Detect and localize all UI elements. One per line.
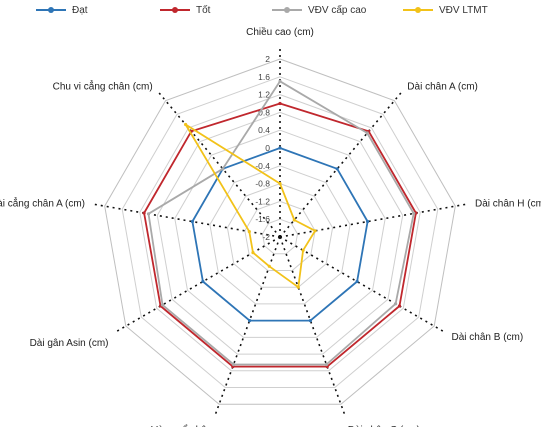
grid-ring: [244, 200, 316, 271]
tick-label: 1.2: [258, 90, 270, 100]
axis-label: Dài cẳng chân A (cm): [0, 197, 85, 210]
axis-spoke: [279, 91, 403, 238]
data-point: [278, 146, 282, 150]
data-point: [142, 211, 146, 215]
data-point: [313, 229, 317, 233]
grid-ring: [104, 58, 456, 405]
data-point: [278, 101, 282, 106]
tick-label: 1.6: [258, 72, 270, 82]
axis-label: Chiều cao (cm): [246, 26, 314, 38]
tick-label: 0: [265, 143, 270, 153]
data-point: [278, 79, 282, 83]
series-line: [184, 123, 317, 289]
data-point: [296, 285, 300, 289]
tick-label: -0.4: [255, 161, 270, 171]
radar-tick-labels: -2 -1.6 -1.2 -0.8 -0.4 0 0.4 0.8 1.2 1.6 2: [255, 54, 270, 242]
data-point: [412, 211, 416, 215]
radar-axis-labels: Chiều cao (cm) Dài chân A (cm) Dài chân H …: [0, 26, 541, 427]
data-point: [232, 362, 236, 367]
radar-series: [142, 79, 418, 369]
legend-swatch-dat: [36, 7, 66, 13]
data-point: [301, 248, 305, 252]
legend-label-tot: Tốt: [196, 4, 211, 16]
grid-ring: [174, 129, 386, 338]
data-point: [267, 264, 271, 268]
data-point: [308, 319, 312, 323]
data-point: [251, 251, 255, 255]
axis-label: Vòng cổ chân: [151, 424, 212, 427]
axis-spoke: [214, 236, 281, 415]
data-point: [247, 230, 251, 234]
legend-swatch-vdv-cap-cao: [272, 7, 302, 13]
legend-label-vdv-ltmt: VĐV LTMT: [439, 4, 488, 16]
tick-label: -1.6: [255, 214, 270, 224]
legend-swatch-tot: [160, 7, 190, 13]
legend-item-tot: Tốt: [160, 3, 210, 17]
data-point: [366, 219, 370, 224]
axis-spoke: [157, 91, 281, 238]
data-point: [201, 279, 205, 284]
grid-ring: [121, 76, 439, 388]
axis-label: Dài chân H (cm): [475, 199, 541, 210]
legend-item-vdv-ltmt: VĐV LTMT: [403, 3, 488, 17]
tick-label: 0.8: [258, 107, 270, 117]
grid-ring: [261, 218, 299, 255]
data-point: [324, 362, 328, 367]
grid-ring: [156, 111, 404, 355]
series-1: [142, 101, 418, 369]
axis-spoke: [279, 203, 467, 238]
data-point: [335, 167, 339, 171]
grid-ring: [209, 165, 351, 305]
data-point: [355, 279, 359, 284]
legend: Đạt Tốt VĐV cấp cao VĐV LTMT: [0, 3, 541, 17]
data-point: [365, 131, 369, 135]
tick-label: -1.2: [255, 196, 270, 206]
data-point: [221, 167, 225, 171]
legend-item-vdv-cap-cao: VĐV cấp cao: [272, 3, 366, 17]
series-line: [143, 102, 417, 368]
data-point: [184, 122, 188, 127]
data-point: [397, 304, 402, 308]
series-line: [147, 80, 415, 366]
tick-label: -2: [262, 232, 270, 242]
axis-label: Chu vi cẳng chân (cm): [53, 79, 153, 92]
axis-spoke: [93, 203, 281, 238]
axis-spoke: [279, 236, 445, 333]
axis-label: Dài chân A (cm): [407, 81, 478, 92]
legend-swatch-vdv-ltmt: [403, 7, 433, 13]
legend-item-dat: Đạt: [36, 3, 88, 17]
axis-label: Dài chân B (cm): [452, 332, 524, 343]
series-line: [191, 147, 369, 322]
tick-label: 2: [265, 54, 270, 64]
tick-label: 0.4: [258, 125, 270, 135]
data-point: [292, 218, 296, 222]
data-point: [160, 303, 165, 307]
data-point: [190, 219, 194, 224]
tick-label: -0.8: [255, 179, 270, 189]
data-point: [394, 302, 398, 306]
axis-label: Dài gân Asin (cm): [30, 338, 109, 349]
grid-ring: [139, 94, 421, 372]
data-point: [146, 212, 151, 216]
data-point: [248, 319, 252, 323]
axis-spoke: [279, 236, 346, 415]
data-point: [278, 182, 282, 186]
axis-label: Dài chân C (cm): [348, 425, 420, 427]
series-3: [184, 122, 317, 289]
series-0: [190, 146, 370, 323]
legend-label-vdv-cap-cao: VĐV cấp cao: [308, 4, 367, 16]
series-2: [146, 79, 416, 367]
legend-label-dat: Đạt: [72, 4, 88, 16]
